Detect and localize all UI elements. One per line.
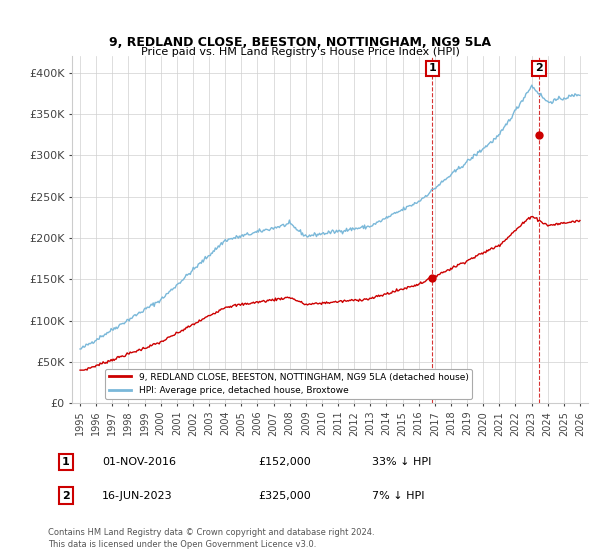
Text: 2: 2 — [535, 63, 543, 73]
Text: 7% ↓ HPI: 7% ↓ HPI — [372, 491, 425, 501]
Text: 2: 2 — [62, 491, 70, 501]
Text: Contains HM Land Registry data © Crown copyright and database right 2024.
This d: Contains HM Land Registry data © Crown c… — [48, 528, 374, 549]
Text: 01-NOV-2016: 01-NOV-2016 — [102, 457, 176, 467]
Text: Price paid vs. HM Land Registry's House Price Index (HPI): Price paid vs. HM Land Registry's House … — [140, 46, 460, 57]
Text: £152,000: £152,000 — [258, 457, 311, 467]
Text: 1: 1 — [62, 457, 70, 467]
Text: 1: 1 — [428, 63, 436, 73]
Text: 9, REDLAND CLOSE, BEESTON, NOTTINGHAM, NG9 5LA: 9, REDLAND CLOSE, BEESTON, NOTTINGHAM, N… — [109, 35, 491, 49]
Text: 16-JUN-2023: 16-JUN-2023 — [102, 491, 173, 501]
Text: 33% ↓ HPI: 33% ↓ HPI — [372, 457, 431, 467]
Legend: 9, REDLAND CLOSE, BEESTON, NOTTINGHAM, NG9 5LA (detached house), HPI: Average pr: 9, REDLAND CLOSE, BEESTON, NOTTINGHAM, N… — [105, 369, 472, 399]
Text: £325,000: £325,000 — [258, 491, 311, 501]
